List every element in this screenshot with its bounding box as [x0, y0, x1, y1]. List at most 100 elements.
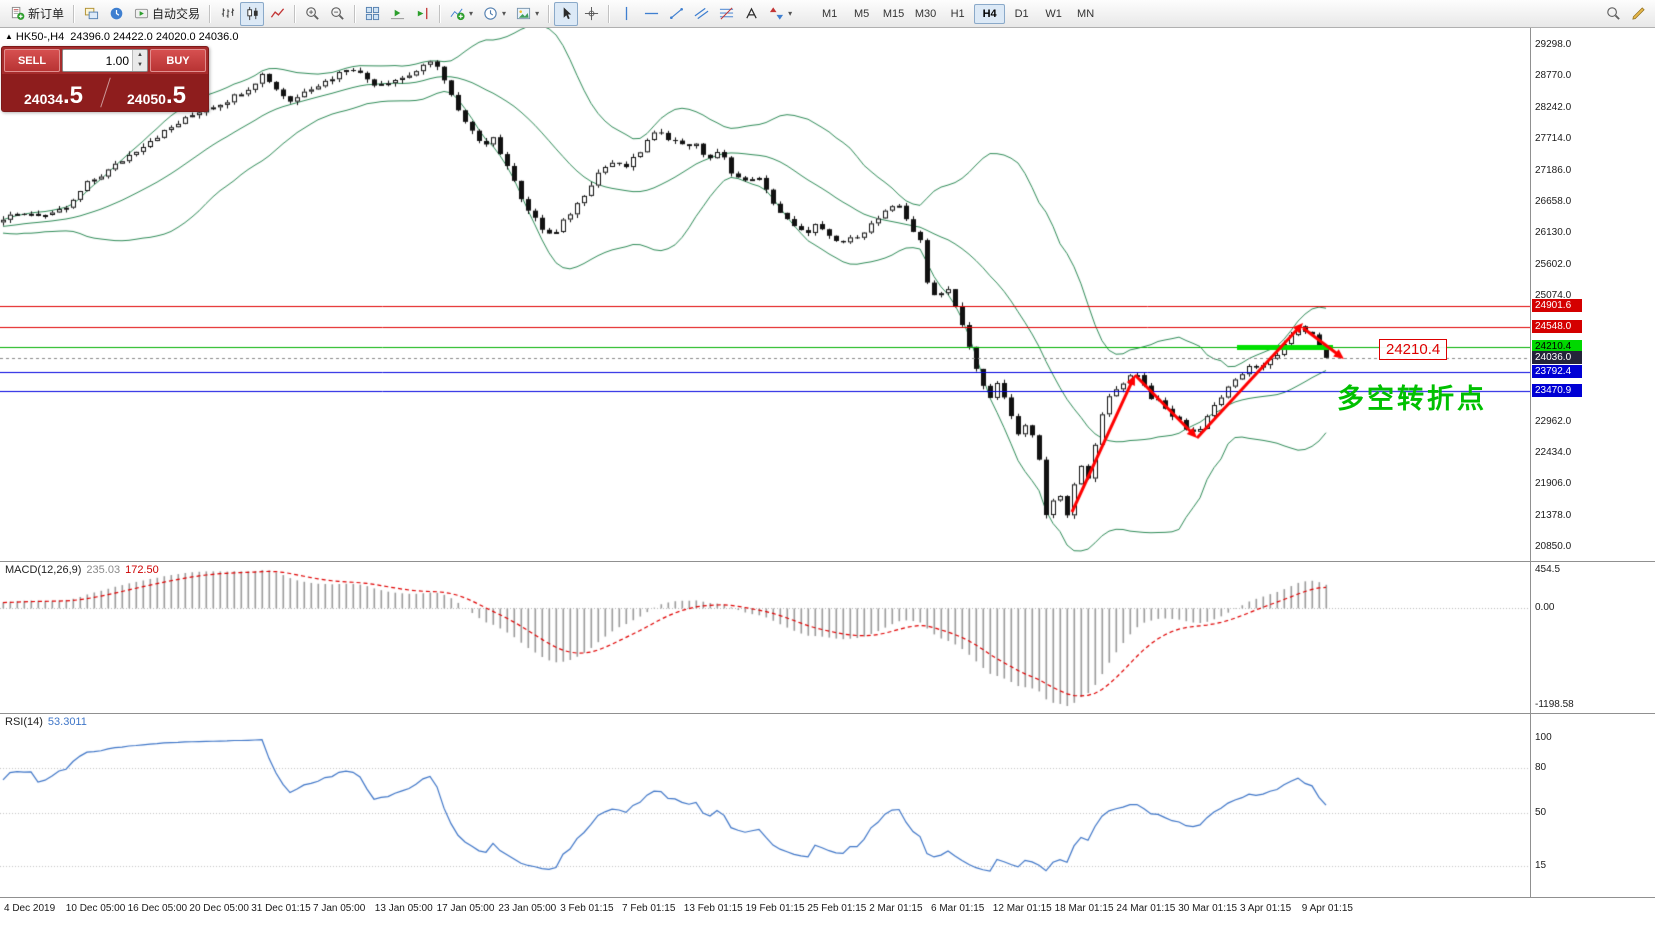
timeframe-h4-button[interactable]: H4 [974, 3, 1006, 24]
fibonacci-button[interactable] [714, 2, 738, 26]
buy-price-fraction: .5 [165, 82, 186, 109]
volume-up-button[interactable]: ▲ [133, 50, 147, 61]
vertical-line-button[interactable] [614, 2, 638, 26]
time-axis-label: 24 Mar 01:15 [1116, 903, 1176, 914]
strategy-tester-button[interactable] [104, 2, 128, 26]
timeframe-d1-button[interactable]: D1 [1014, 7, 1029, 20]
new-order-button[interactable]: 新订单 [5, 2, 68, 26]
price-level-label: 23470.9 [1532, 384, 1582, 398]
macd-axis-label: 0.00 [1535, 602, 1555, 614]
timeframe-m15-button[interactable]: M15 [882, 7, 905, 20]
macd-canvas[interactable] [0, 562, 1530, 713]
crosshair-icon [583, 6, 599, 22]
rsi-axis-label: 15 [1535, 859, 1547, 871]
time-axis[interactable]: 4 Dec 2019 10 Dec 05:00 16 Dec 05:00 20 Dec… [0, 898, 1655, 922]
pencil-icon [1630, 6, 1646, 22]
fibonacci-icon [718, 6, 734, 22]
zoom-in-button[interactable] [300, 2, 324, 26]
macd-axis[interactable]: 454.5 0.00 -1198.58 [1531, 562, 1655, 713]
chart-symbol: HK50-,H4 [15, 31, 65, 43]
bar-chart-icon [219, 6, 235, 22]
volume-input[interactable] [63, 50, 132, 71]
axis-separator [1530, 28, 1531, 897]
price-tick-label: 22962.0 [1535, 415, 1572, 427]
buy-price-main: 24050 [127, 91, 166, 107]
price-level-label: 23792.4 [1532, 365, 1582, 379]
order-panel-prices: 24034.5 24050.5 [2, 74, 208, 111]
toolbar-separator [354, 4, 356, 23]
timeframe-mn-button[interactable]: MN [1077, 7, 1095, 20]
tile-windows-button[interactable] [360, 2, 384, 26]
zoom-out-button[interactable] [325, 2, 349, 26]
rsi-canvas[interactable] [0, 714, 1530, 897]
volume-box: ▲ ▼ [62, 49, 148, 72]
crosshair-button[interactable] [579, 2, 603, 26]
buy-price[interactable]: 24050.5 [105, 74, 208, 111]
timeframe-m5-button[interactable]: M5 [853, 7, 870, 20]
search-button[interactable] [1601, 2, 1625, 26]
panel-separator[interactable] [0, 713, 1655, 714]
auto-trading-button[interactable]: 自动交易 [129, 2, 204, 26]
time-axis-label: 20 Dec 05:00 [189, 903, 249, 914]
rsi-value: 53.3011 [47, 716, 87, 728]
timeframe-m1-button[interactable]: M1 [821, 7, 838, 20]
time-axis-label: 7 Jan 05:00 [313, 903, 366, 914]
cursor-button[interactable] [554, 1, 579, 26]
data-window-button[interactable] [79, 2, 103, 26]
trendline-button[interactable] [664, 2, 688, 26]
time-axis-label: 31 Dec 01:15 [251, 903, 311, 914]
price-tick-label: 27714.0 [1535, 133, 1572, 145]
horizontal-line-button[interactable] [639, 2, 663, 26]
arrows-button[interactable]: ▾ [764, 2, 796, 26]
time-axis-label: 9 Apr 01:15 [1301, 903, 1353, 914]
text-button[interactable] [739, 2, 763, 26]
volume-stepper: ▲ ▼ [132, 50, 147, 71]
price-axis[interactable]: 29298.0 28770.0 28242.0 27714.0 27186.0 26658… [1531, 28, 1655, 561]
bar-chart-button[interactable] [215, 2, 239, 26]
line-chart-button[interactable] [265, 2, 289, 26]
chart-shift-button[interactable] [410, 2, 434, 26]
toolbar-separator [73, 4, 75, 23]
new-order-button-label: 新订单 [28, 7, 65, 21]
templates-button[interactable]: ▾ [511, 2, 543, 26]
panel-separator[interactable] [0, 561, 1655, 562]
buy-button[interactable]: BUY [150, 49, 206, 72]
timeframe-h1-button[interactable]: H1 [950, 7, 965, 20]
periods-button[interactable]: ▾ [478, 2, 510, 26]
collapse-panel-icon[interactable]: ▲ [5, 32, 13, 41]
indicators-button[interactable]: ▾ [445, 2, 477, 26]
rsi-axis-label: 80 [1535, 762, 1547, 773]
dropdown-caret-icon: ▾ [469, 9, 474, 18]
price-tick-label: 25074.0 [1535, 290, 1572, 302]
chart-title: ▲ HK50-,H4 24396.0 24422.0 24020.0 24036.0 [5, 31, 238, 43]
time-axis-label: 3 Apr 01:15 [1240, 903, 1292, 914]
time-axis-label: 3 Feb 01:15 [560, 903, 614, 914]
channel-button[interactable] [689, 2, 713, 26]
sell-button[interactable]: SELL [4, 49, 60, 72]
time-axis-label: 6 Mar 01:15 [931, 903, 985, 914]
price-tick-label: 21378.0 [1535, 509, 1572, 521]
turning-point-annotation[interactable]: 多空转折点 [1337, 384, 1487, 414]
main-chart-canvas[interactable] [0, 28, 1530, 561]
rsi-indicator-label: RSI(14) 53.3011 [5, 716, 87, 728]
price-level-label: 24210.4 [1532, 340, 1582, 354]
chart-ohlc-values: 24396.0 24422.0 24020.0 24036.0 [70, 31, 239, 43]
auto-scroll-button[interactable] [385, 2, 409, 26]
one-click-trading-panel: SELL ▲ ▼ BUY 24034.5 24050.5 [1, 46, 209, 112]
time-axis-label: 13 Feb 01:15 [683, 903, 743, 914]
text-icon [743, 6, 759, 22]
price-tick-label: 28242.0 [1535, 101, 1572, 113]
timeframe-w1-button[interactable]: W1 [1045, 7, 1062, 20]
price-tick-label: 26658.0 [1535, 195, 1572, 207]
time-axis-label: 17 Jan 05:00 [436, 903, 495, 914]
period-icon [482, 6, 498, 22]
edit-button[interactable] [1626, 2, 1650, 26]
timeframe-m30-button[interactable]: M30 [914, 7, 937, 20]
volume-down-button[interactable]: ▼ [133, 60, 147, 71]
price-callout[interactable]: 24210.4 [1379, 339, 1448, 360]
rsi-axis[interactable]: 100 80 50 15 [1531, 714, 1655, 897]
rsi-name: RSI(14) [5, 716, 43, 728]
sell-price[interactable]: 24034.5 [2, 74, 105, 111]
candlestick-chart-button[interactable] [240, 1, 265, 26]
candlestick-icon [244, 6, 260, 22]
